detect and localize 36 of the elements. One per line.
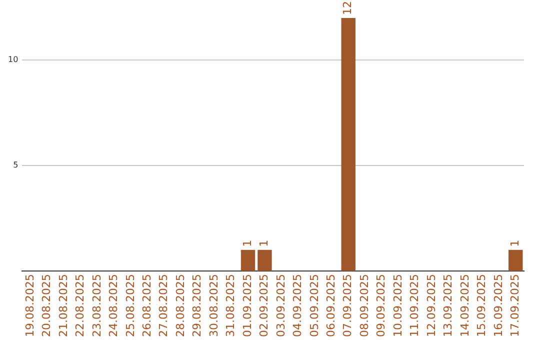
x-tick-label: 26.08.2025	[140, 274, 154, 338]
x-tick-label: 10.09.2025	[391, 274, 404, 338]
x-tick-label: 04.09.2025	[291, 274, 304, 338]
x-tick-label: 11.09.2025	[408, 274, 422, 338]
x-tick-label: 22.08.2025	[74, 274, 87, 338]
x-tick-label: 16.09.2025	[492, 274, 505, 338]
x-tick-label: 23.08.2025	[90, 274, 104, 338]
data-label: 12	[341, 1, 354, 15]
x-tick-label: 21.08.2025	[56, 274, 70, 338]
x-tick-label: 29.08.2025	[190, 274, 204, 338]
data-label: 1	[258, 240, 271, 247]
x-tick-label: 08.09.2025	[358, 274, 371, 338]
x-tick-label: 02.09.2025	[258, 274, 271, 338]
x-tick-label: 05.09.2025	[308, 274, 321, 338]
x-tick-label: 27.08.2025	[157, 274, 170, 338]
x-tick-label: 01.09.2025	[240, 274, 254, 338]
x-tick-label: 28.08.2025	[174, 274, 187, 338]
x-tick-label: 19.08.2025	[23, 274, 36, 338]
y-tick-label: 10	[8, 55, 18, 64]
x-tick-label: 17.09.2025	[508, 274, 522, 338]
x-tick-label: 14.09.2025	[458, 274, 472, 338]
x-tick-label: 30.08.2025	[207, 274, 220, 338]
x-tick-label: 31.08.2025	[224, 274, 238, 338]
x-tick-label: 25.08.2025	[124, 274, 137, 338]
data-label: 1	[508, 240, 522, 247]
x-tick-label: 06.09.2025	[324, 274, 338, 338]
x-tick-label: 09.09.2025	[374, 274, 388, 338]
x-tick-label: 20.08.2025	[40, 274, 54, 338]
y-tick-label: 5	[13, 160, 18, 170]
x-tick-label: 07.09.2025	[341, 274, 354, 338]
x-tick-label: 13.09.2025	[442, 274, 455, 338]
x-tick-label: 03.09.2025	[274, 274, 288, 338]
x-tick-label: 24.08.2025	[107, 274, 120, 338]
data-label: 1	[240, 240, 254, 247]
x-tick-label: 15.09.2025	[475, 274, 488, 338]
x-tick-label: 12.09.2025	[424, 274, 438, 338]
